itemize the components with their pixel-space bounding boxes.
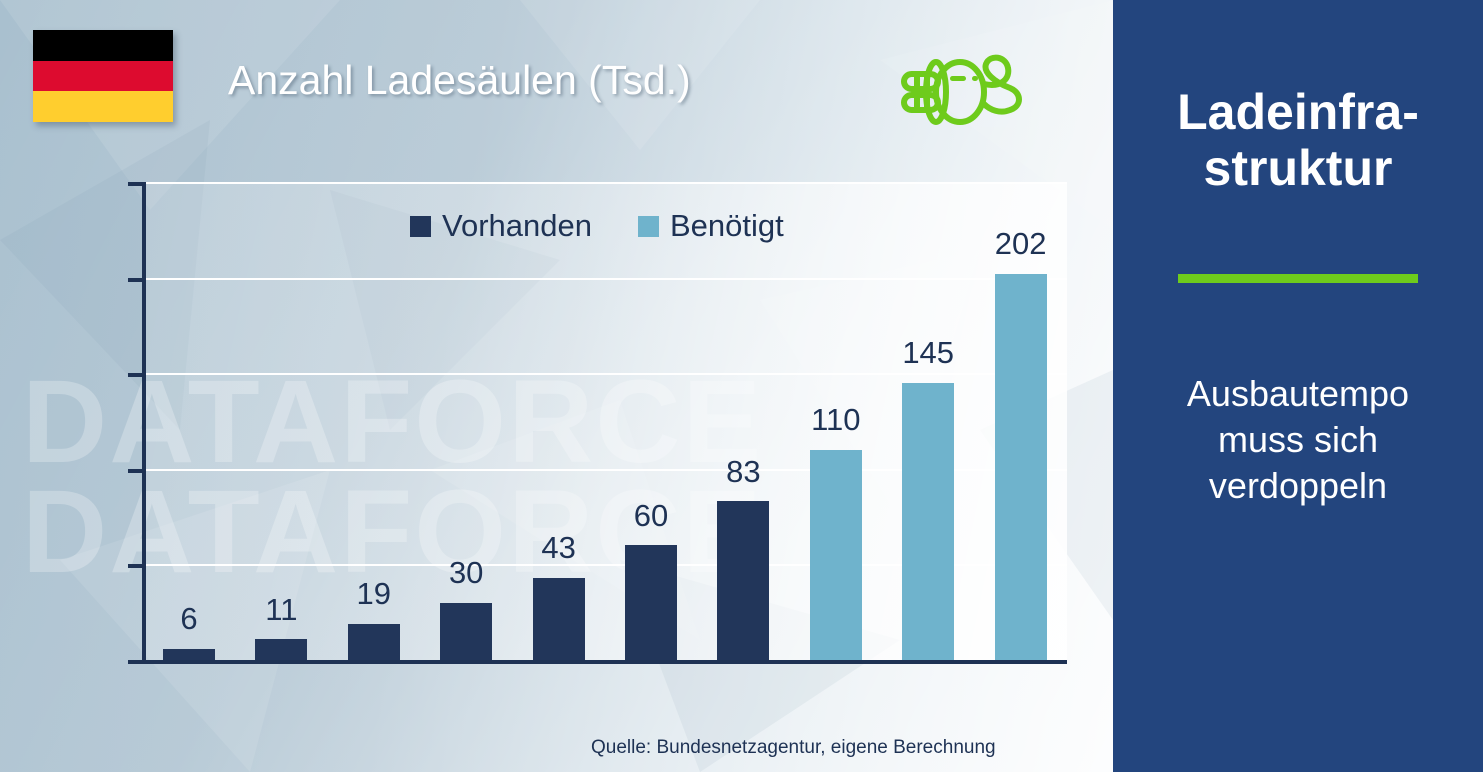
gridline-200 (143, 277, 1067, 280)
german-flag-icon (33, 30, 173, 122)
x-axis-line (143, 660, 1067, 664)
y-tick-100 (128, 468, 143, 473)
legend-label-benoetigt: Benötigt (669, 208, 784, 243)
bar-value-2026: 202 (994, 226, 1047, 262)
plot-area: 250 200 150 100 50 0 6 11 19 30 43 60 83… (128, 182, 1067, 664)
y-tick-250 (128, 182, 143, 186)
bar-value-2022: 60 (633, 497, 669, 533)
bar-value-2021: 43 (541, 530, 576, 566)
y-tick-150 (128, 373, 143, 378)
side-panel-title-line-2: struktur (1203, 140, 1393, 196)
bar-2026 (994, 273, 1047, 660)
bar-2023 (717, 501, 770, 660)
chart-title: Anzahl Ladesäulen (Tsd.) (228, 57, 691, 103)
bar-value-2017: 6 (180, 601, 198, 636)
flag-stripe-red (33, 60, 173, 92)
legend-label-vorhanden: Vorhanden (442, 208, 592, 243)
flag-stripe-gold (33, 91, 173, 122)
gridline-50 (143, 564, 1067, 567)
legend-swatch-benoetigt (637, 215, 659, 237)
side-panel-divider (1178, 274, 1418, 283)
bar-value-2018: 11 (265, 591, 298, 627)
source-note: Quelle: Bundesnetzagentur, eigene Berech… (591, 737, 996, 758)
bar-2022 (625, 545, 677, 660)
side-panel-subtitle: Ausbautempo muss sich verdoppeln (1186, 373, 1410, 507)
bar-2021 (532, 577, 585, 660)
bar-2024 (809, 449, 862, 660)
bar-2017 (163, 648, 215, 660)
bar-value-2025: 145 (902, 335, 955, 371)
gridline-100 (143, 468, 1067, 471)
flag-stripe-black (33, 30, 173, 61)
gridline-250 (143, 182, 1067, 184)
bar-2025 (902, 382, 955, 660)
side-panel: Ladeinfra- struktur Ausbautempo muss sic… (1113, 0, 1483, 772)
side-panel-title: Ladeinfra- struktur (1138, 84, 1458, 196)
bar-value-2019: 19 (356, 576, 392, 612)
bar-2020 (440, 602, 493, 660)
ev-charging-plug-icon (898, 48, 1034, 134)
y-axis-line (142, 182, 146, 661)
chart-panel: DATAFORCE DATAFORCE Anzahl Ladesäulen (T… (0, 0, 1113, 772)
legend-swatch-vorhanden (410, 215, 431, 237)
bar-2018 (255, 639, 308, 660)
gridline-150 (143, 373, 1067, 376)
legend-item-benoetigt: Benötigt (637, 208, 784, 244)
bar-2019 (347, 623, 400, 660)
y-tick-50 (128, 564, 143, 569)
y-tick-200 (128, 277, 143, 282)
bar-value-2023: 83 (726, 453, 761, 489)
chart-legend: Vorhanden Benötigt (410, 208, 784, 244)
side-panel-title-line-1: Ladeinfra- (1177, 84, 1419, 140)
legend-item-vorhanden: Vorhanden (410, 208, 592, 244)
bar-value-2024: 110 (811, 402, 861, 438)
y-tick-0 (128, 660, 143, 664)
bar-value-2020: 30 (448, 555, 484, 591)
